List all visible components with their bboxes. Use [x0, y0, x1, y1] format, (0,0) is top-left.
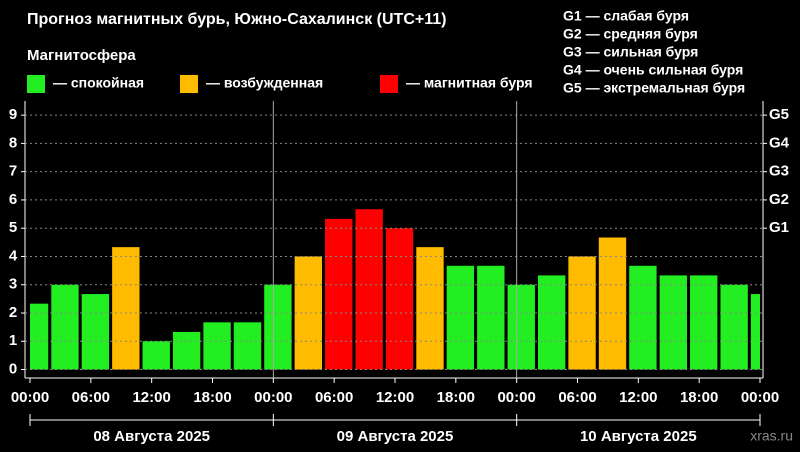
bar [477, 265, 505, 370]
bar [142, 341, 170, 370]
x-tick-label: 00:00 [741, 389, 779, 406]
y2-tick-label: G3 [769, 163, 789, 180]
x-tick-label: 12:00 [132, 389, 170, 406]
bar [598, 237, 627, 370]
y-tick-label: 0 [9, 360, 17, 377]
x-tick-label: 06:00 [315, 389, 353, 406]
storm-scale-item: G2 — средняя буря [563, 26, 698, 42]
storm-scale-item: G5 — экстремальная буря [563, 80, 745, 96]
bar [325, 218, 353, 370]
storm-scale-item: G3 — сильная буря [563, 44, 698, 60]
legend-label: — возбужденная [206, 75, 323, 91]
bar [203, 322, 231, 370]
legend-swatch [27, 75, 45, 93]
bar [537, 275, 566, 370]
day-label: 10 Августа 2025 [580, 428, 697, 445]
bars [30, 209, 760, 370]
bar [416, 247, 444, 370]
storm-scale-item: G4 — очень сильная буря [563, 62, 743, 78]
bar [264, 284, 292, 370]
x-tick-label: 18:00 [437, 389, 475, 406]
bar [659, 275, 687, 370]
x-tick-label: 06:00 [558, 389, 596, 406]
legend-label: — магнитная буря [406, 75, 533, 91]
bar [446, 265, 475, 370]
bar [720, 284, 748, 370]
bar [81, 294, 110, 370]
bar [355, 209, 383, 370]
day-label: 09 Августа 2025 [337, 428, 454, 445]
y2-tick-label: G5 [769, 106, 789, 123]
y-tick-label: 8 [9, 134, 17, 151]
x-tick-label: 12:00 [619, 389, 657, 406]
x-tick-label: 00:00 [497, 389, 535, 406]
bar [51, 284, 79, 370]
bar [294, 256, 322, 370]
bar [172, 331, 201, 370]
x-tick-label: 12:00 [376, 389, 414, 406]
legend-swatch [180, 75, 198, 93]
x-tick-label: 06:00 [72, 389, 110, 406]
bar [690, 275, 718, 370]
y-tick-label: 1 [9, 332, 17, 349]
y-tick-label: 2 [9, 304, 17, 321]
y-tick-label: 6 [9, 191, 17, 208]
y-tick-label: 3 [9, 276, 17, 293]
x-tick-label: 00:00 [254, 389, 292, 406]
y-tick-label: 4 [9, 247, 18, 264]
storm-scale-item: G1 — слабая буря [563, 8, 689, 24]
bar [112, 247, 140, 370]
y-tick-label: 5 [9, 219, 17, 236]
y2-tick-label: G1 [769, 219, 789, 236]
watermark: xras.ru [750, 428, 793, 444]
bar [233, 322, 262, 370]
y2-tick-label: G2 [769, 191, 789, 208]
x-tick-label: 18:00 [680, 389, 718, 406]
bar [629, 265, 657, 370]
x-tick-label: 18:00 [193, 389, 231, 406]
legend-swatch [380, 75, 398, 93]
x-tick-label: 00:00 [11, 389, 49, 406]
y2-tick-label: G4 [769, 134, 790, 151]
y-tick-label: 9 [9, 106, 17, 123]
bar [507, 284, 535, 370]
bar [750, 294, 760, 370]
bar [385, 228, 414, 370]
bar [30, 303, 49, 370]
chart-subtitle: Магнитосфера [27, 47, 136, 64]
chart-title: Прогноз магнитных бурь, Южно-Сахалинск (… [27, 11, 446, 28]
day-label: 08 Августа 2025 [93, 428, 210, 445]
y-tick-label: 7 [9, 163, 17, 180]
legend-label: — спокойная [53, 75, 144, 91]
